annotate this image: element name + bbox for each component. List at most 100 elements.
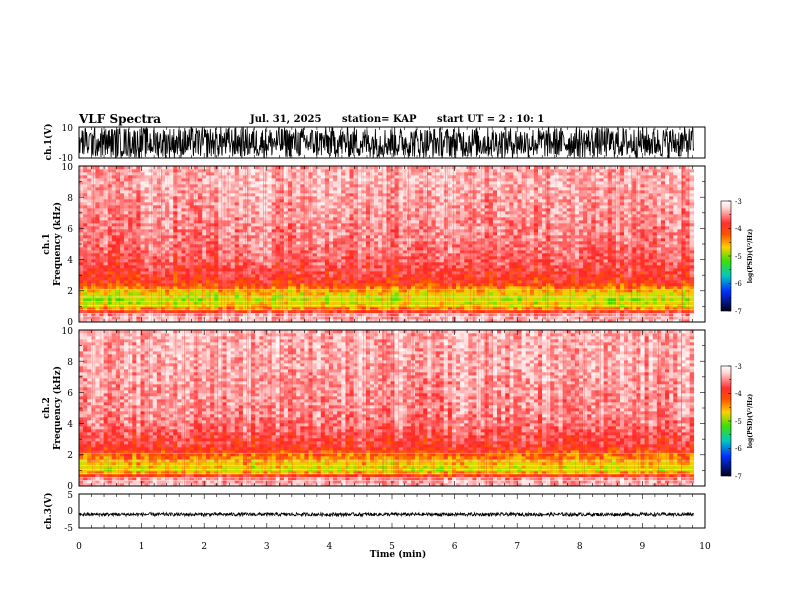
spectrogram-cell (140, 277, 144, 280)
spectrogram-cell (190, 229, 194, 232)
spectrogram-cell (284, 256, 288, 259)
spectrogram-cell (214, 169, 218, 172)
spectrogram-cell (313, 292, 317, 295)
spectrogram-cell (276, 199, 280, 202)
spectrogram-cell (309, 196, 313, 199)
spectrogram-cell (132, 256, 136, 259)
spectrogram-cell (95, 184, 99, 187)
spectrogram-cell (190, 172, 194, 175)
spectrogram-cell (280, 283, 284, 286)
spectrogram-cell (153, 274, 157, 277)
spectrogram-cell (292, 196, 296, 199)
spectrogram-cell (251, 226, 255, 229)
spectrogram-cell (165, 184, 169, 187)
spectrogram-cell (116, 214, 120, 217)
spectrogram-cell (79, 223, 83, 226)
spectrogram-cell (218, 199, 222, 202)
spectrogram-cell (202, 202, 206, 205)
spectrogram-cell (218, 184, 222, 187)
spectrogram-cell (198, 259, 202, 262)
spectrogram-cell (145, 196, 149, 199)
spectrogram-cell (149, 259, 153, 262)
spectrogram-cell (255, 193, 259, 196)
spectrogram-cell (87, 259, 91, 262)
spectrogram-cell (87, 277, 91, 280)
spectrogram-cell (165, 232, 169, 235)
spectrogram-cell (239, 244, 243, 247)
spectrogram-cell (214, 229, 218, 232)
spectrogram-cell (222, 259, 226, 262)
spectrogram-cell (251, 184, 255, 187)
spectrogram-cell (145, 205, 149, 208)
spectrogram-cell (300, 220, 304, 223)
spectrogram-cell (255, 286, 259, 289)
spectrogram-cell (280, 175, 284, 178)
spectrogram-cell (202, 256, 206, 259)
spectrogram-cell (153, 187, 157, 190)
spectrogram-cell (239, 271, 243, 274)
spectrogram-cell (177, 250, 181, 253)
spectrogram-cell (251, 217, 255, 220)
spectrogram-cell (190, 277, 194, 280)
spectrogram-cell (87, 184, 91, 187)
spectrogram-cell (231, 196, 235, 199)
spectrogram-cell (255, 175, 259, 178)
spectrogram-cell (218, 220, 222, 223)
spectrogram-cell (120, 247, 124, 250)
spectrogram-cell (132, 235, 136, 238)
spectrogram-cell (120, 280, 124, 283)
spectrogram-cell (235, 253, 239, 256)
spectrogram-cell (153, 265, 157, 268)
spectrogram-cell (124, 262, 128, 265)
spectrogram-cell (206, 199, 210, 202)
spectrogram-cell (317, 172, 321, 175)
spectrogram-cell (120, 292, 124, 295)
spectrogram-cell (255, 259, 259, 262)
spectrogram-cell (206, 259, 210, 262)
spectrogram-cell (317, 253, 321, 256)
spectrogram-cell (116, 178, 120, 181)
spectrogram-cell (313, 265, 317, 268)
spectrogram-cell (309, 211, 313, 214)
spectrogram-cell (87, 226, 91, 229)
spectrogram-cell (296, 256, 300, 259)
spectrogram-cell (198, 298, 202, 301)
spectrogram-cell (239, 172, 243, 175)
spectrogram-cell (300, 187, 304, 190)
spectrogram-cell (251, 181, 255, 184)
spectrogram-cell (140, 238, 144, 241)
spectrogram-cell (222, 310, 226, 313)
spectrogram-cell (145, 277, 149, 280)
spectrogram-cell (280, 262, 284, 265)
spectrogram-cell (231, 190, 235, 193)
spectrogram-cell (292, 169, 296, 172)
start-time-label: start UT = 2 : 10: 1 (437, 114, 544, 125)
spectrogram-cell (83, 226, 87, 229)
spectrogram-cell (136, 226, 140, 229)
spectrogram-cell (206, 298, 210, 301)
spectrogram-cell (95, 175, 99, 178)
spectrogram-cell (313, 226, 317, 229)
spectrogram-cell (104, 256, 108, 259)
spectrogram-cell (124, 277, 128, 280)
spectrogram-cell (79, 202, 83, 205)
spectrogram-cell (239, 250, 243, 253)
spectrogram-cell (292, 223, 296, 226)
spectrogram-cell (313, 169, 317, 172)
spectrogram-cell (284, 259, 288, 262)
spectrogram-cell (149, 256, 153, 259)
spectrogram-cell (87, 178, 91, 181)
spectrogram-cell (186, 259, 190, 262)
spectrogram-cell (280, 238, 284, 241)
spectrogram-cell (268, 268, 272, 271)
spectrogram-cell (177, 172, 181, 175)
spectrogram-cell (317, 256, 321, 259)
spectrogram-cell (317, 178, 321, 181)
spectrogram-cell (210, 232, 214, 235)
spectrogram-cell (83, 271, 87, 274)
spectrogram-cell (296, 166, 300, 169)
spectrogram-cell (136, 217, 140, 220)
spectrogram-cell (177, 211, 181, 214)
spectrogram-cell (268, 259, 272, 262)
spectrogram-cell (292, 280, 296, 283)
